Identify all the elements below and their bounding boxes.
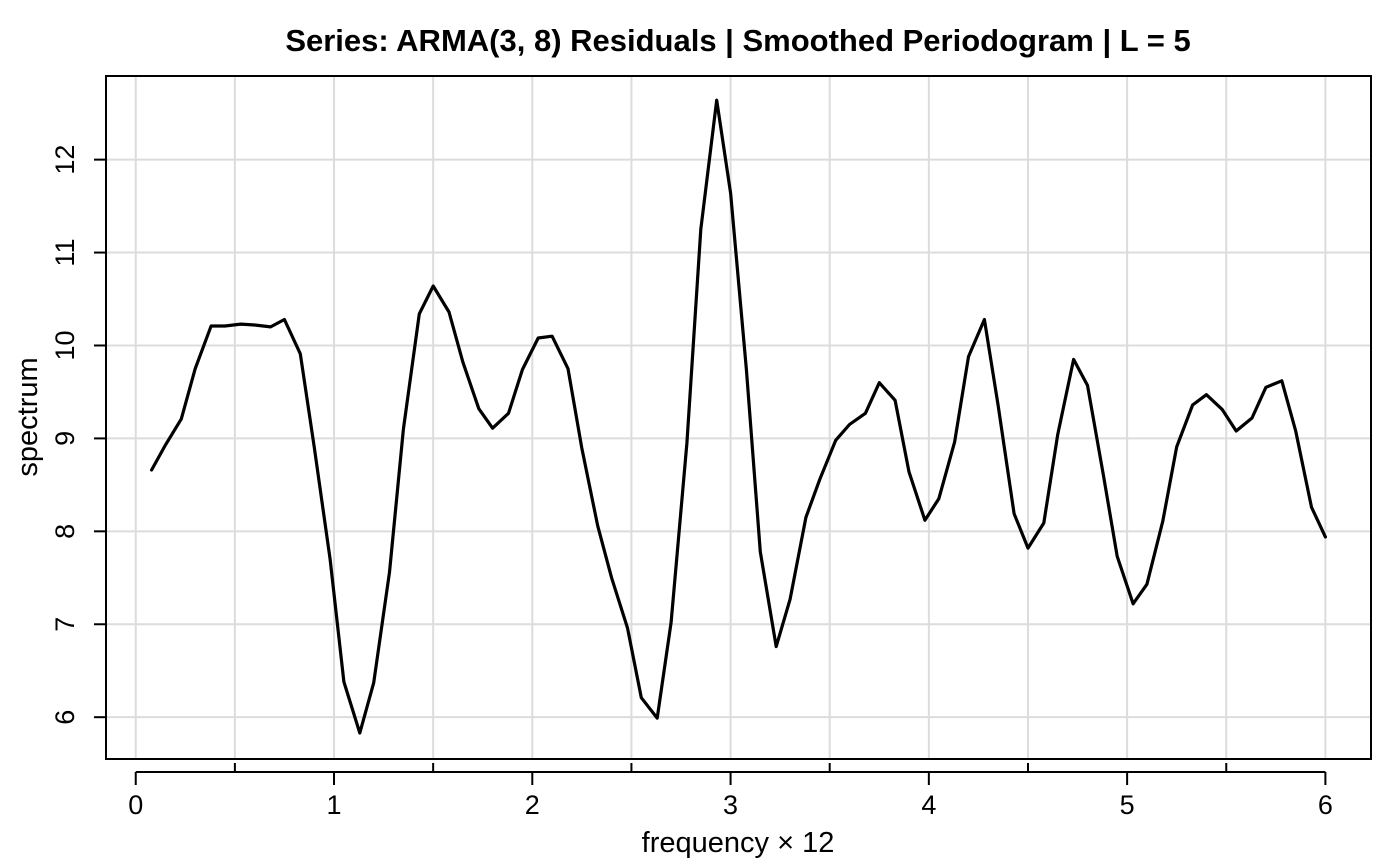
y-tick-label: 7 [50, 617, 80, 632]
x-axis-label: frequency × 12 [642, 827, 835, 859]
y-tick-label: 8 [50, 524, 80, 539]
plot-frame [105, 75, 1372, 760]
y-tick-label: 12 [50, 145, 80, 175]
x-tick-label: 3 [723, 790, 738, 820]
x-tick-label: 1 [327, 790, 342, 820]
y-tick-label: 6 [50, 710, 80, 725]
chart-title: Series: ARMA(3, 8) Residuals | Smoothed … [285, 23, 1190, 58]
grid [106, 76, 1371, 759]
x-tick-label: 5 [1120, 790, 1135, 820]
series-line [150, 98, 1327, 735]
y-tick-label: 11 [50, 239, 80, 267]
y-axis: 6 7 8 9 10 11 12 [50, 145, 106, 725]
x-tick-label: 6 [1318, 790, 1333, 820]
y-axis-label: spectrum [12, 357, 44, 476]
y-tick-label: 9 [50, 431, 80, 446]
y-tick-label: 10 [50, 330, 80, 360]
x-axis: 0 1 2 3 4 5 6 [128, 763, 1333, 820]
x-tick-label: 0 [128, 790, 143, 820]
x-tick-label: 2 [525, 790, 540, 820]
x-tick-label: 4 [921, 790, 936, 820]
